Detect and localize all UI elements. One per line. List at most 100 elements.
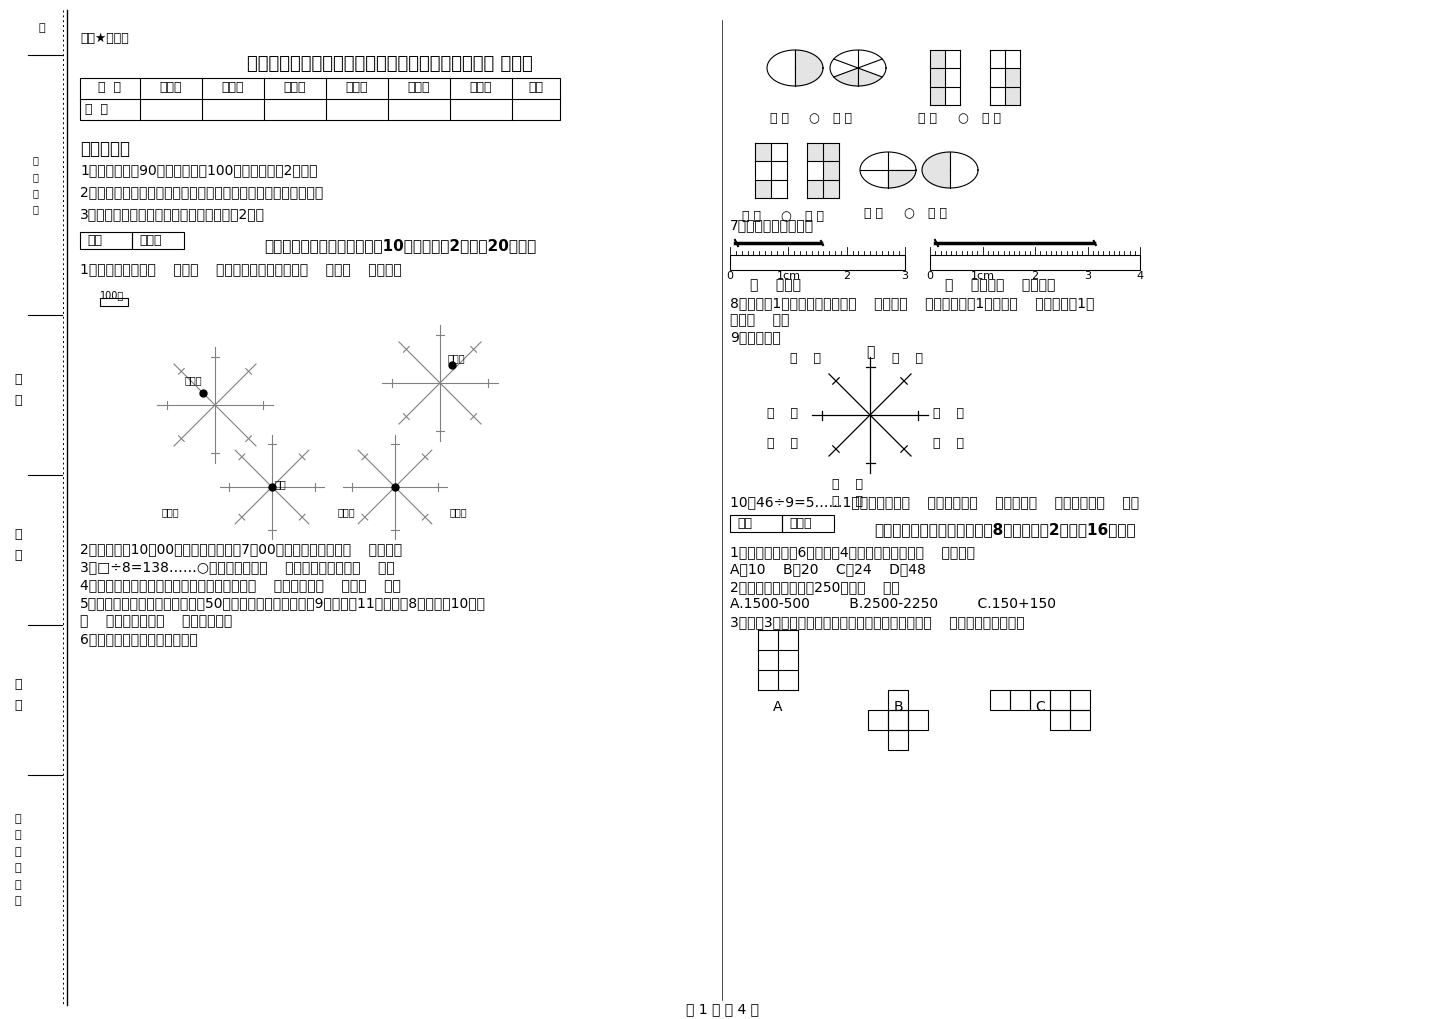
Text: 综合题: 综合题 <box>407 81 431 94</box>
Text: ○: ○ <box>808 112 819 125</box>
Text: 1cm: 1cm <box>971 271 994 281</box>
Text: 5、体育老师对第一小组同学进行50米跑测试，成绩如下小红9秒，小丽11秒，小明8秒，小军10秒。: 5、体育老师对第一小组同学进行50米跑测试，成绩如下小红9秒，小丽11秒，小明8… <box>79 596 486 610</box>
Text: 9、填一填。: 9、填一填。 <box>730 330 780 344</box>
Text: ○: ○ <box>903 207 913 220</box>
Text: 一、用心思考，正确填空（共10小题，每题2分，共20分）。: 一、用心思考，正确填空（共10小题，每题2分，共20分）。 <box>264 238 536 253</box>
Bar <box>806 143 824 161</box>
Bar <box>754 179 772 198</box>
Text: 得分: 得分 <box>737 517 751 530</box>
Text: 小明家: 小明家 <box>338 507 355 517</box>
Text: 姓
名: 姓 名 <box>14 373 22 407</box>
Text: 评卷人: 评卷人 <box>789 517 812 530</box>
Text: 评卷人: 评卷人 <box>139 234 162 247</box>
Text: 3、不要在试卷上乱写乱画，卷面不整洁扣2分。: 3、不要在试卷上乱写乱画，卷面不整洁扣2分。 <box>79 207 264 221</box>
Text: 2、下面的结果刚好是250的是（    ）。: 2、下面的结果刚好是250的是（ ）。 <box>730 580 900 594</box>
Text: 1cm: 1cm <box>776 271 801 281</box>
Polygon shape <box>858 68 883 86</box>
Bar <box>824 179 840 198</box>
Text: 0: 0 <box>727 271 734 281</box>
Text: 计算题: 计算题 <box>345 81 368 94</box>
Bar <box>907 710 928 730</box>
Text: 小明家: 小明家 <box>448 353 465 363</box>
Text: （ ）: （ ） <box>983 112 1001 125</box>
Text: 6、看图写分数，并比较大小。: 6、看图写分数，并比较大小。 <box>79 632 198 646</box>
Text: 题: 题 <box>39 23 45 33</box>
Text: （ ）: （ ） <box>770 112 789 125</box>
Bar <box>824 161 840 179</box>
Text: 学
校: 学 校 <box>14 678 22 712</box>
Text: 3、下列3个图形中，每个小正方形都一样大，那么（    ）图形的周长最长。: 3、下列3个图形中，每个小正方形都一样大，那么（ ）图形的周长最长。 <box>730 615 1025 629</box>
Text: A.1500-500         B.2500-2250         C.150+150: A.1500-500 B.2500-2250 C.150+150 <box>730 597 1056 611</box>
Text: 3: 3 <box>902 271 909 281</box>
Bar <box>990 690 1010 710</box>
Text: 小红家: 小红家 <box>162 507 179 517</box>
Bar <box>754 143 772 161</box>
Text: ○: ○ <box>780 210 790 223</box>
Text: （    ）: （ ） <box>933 437 964 450</box>
Bar <box>806 179 824 198</box>
Text: A: A <box>773 700 783 714</box>
Polygon shape <box>922 152 949 187</box>
Text: （ ）: （ ） <box>918 112 936 125</box>
Bar <box>1010 690 1030 710</box>
Text: 10、46÷9=5……1中，被除数是（    ），除数是（    ），商是（    ），余数是（    ）。: 10、46÷9=5……1中，被除数是（ ），除数是（ ），商是（ ），余数是（ … <box>730 495 1139 510</box>
Text: 1、小红家在学校（    ）方（    ）米处；小明家在学校（    ）方（    ）米处。: 1、小红家在学校（ ）方（ ）米处；小明家在学校（ ）方（ ）米处。 <box>79 262 402 276</box>
Text: 选择题: 选择题 <box>221 81 244 94</box>
Text: 3: 3 <box>1084 271 1091 281</box>
Text: （    ）: （ ） <box>790 352 821 365</box>
Text: 100米: 100米 <box>100 290 124 300</box>
Text: 7、量出钉子的长度。: 7、量出钉子的长度。 <box>730 218 814 232</box>
Text: （    ）: （ ） <box>933 407 964 420</box>
Text: （    ）: （ ） <box>767 437 798 450</box>
Text: （ ）: （ ） <box>864 207 883 220</box>
Text: 小红家: 小红家 <box>185 375 202 385</box>
Text: 得  分: 得 分 <box>85 103 108 116</box>
Text: 得分: 得分 <box>87 234 103 247</box>
Text: 2、请首先按要求在试卷的指定位置填写您的姓名、班级、学号。: 2、请首先按要求在试卷的指定位置填写您的姓名、班级、学号。 <box>79 185 324 199</box>
Text: （    ）: （ ） <box>832 478 863 491</box>
Bar <box>1051 690 1069 710</box>
Text: 1、一个长方形长6厘米，宽4厘米，它的周长是（    ）厘米。: 1、一个长方形长6厘米，宽4厘米，它的周长是（ ）厘米。 <box>730 545 975 559</box>
Bar <box>730 255 905 270</box>
Text: 3、□÷8=138……○，余数最大填（    ），这时被除数是（    ）。: 3、□÷8=138……○，余数最大填（ ），这时被除数是（ ）。 <box>79 560 394 574</box>
Text: 绝密★启用前: 绝密★启用前 <box>79 32 129 45</box>
Text: （    ）: （ ） <box>832 495 863 508</box>
Text: 乡
镇
（
街
道
）: 乡 镇 （ 街 道 ） <box>14 814 22 906</box>
Text: 4: 4 <box>1136 271 1143 281</box>
Text: ○: ○ <box>957 112 968 125</box>
Text: 2: 2 <box>1032 271 1039 281</box>
Bar <box>889 690 907 710</box>
Text: （ ）: （ ） <box>928 207 946 220</box>
Text: 小朋家: 小朋家 <box>449 507 468 517</box>
Polygon shape <box>795 50 824 86</box>
Text: 题  号: 题 号 <box>98 81 121 94</box>
Text: （ ）: （ ） <box>805 210 824 223</box>
Text: 第 1 页 共 4 页: 第 1 页 共 4 页 <box>685 1002 759 1016</box>
Text: 二、反复比较，慎重选择（共8小题，每题2分，共16分）。: 二、反复比较，慎重选择（共8小题，每题2分，共16分）。 <box>874 522 1136 537</box>
Bar <box>868 710 889 730</box>
Text: 8、分针走1小格，秒针正好走（    ），是（    ）秒，分针走1大格是（    ），时针走1大: 8、分针走1小格，秒针正好走（ ），是（ ）秒，分针走1大格是（ ），时针走1大 <box>730 296 1094 310</box>
Text: 安徽省重点小学三年级数学下学期全真模拟考试试卷 含答案: 安徽省重点小学三年级数学下学期全真模拟考试试卷 含答案 <box>247 55 533 73</box>
Text: 填空题: 填空题 <box>160 81 182 94</box>
Text: B: B <box>893 700 903 714</box>
Bar <box>931 255 1140 270</box>
Bar <box>79 78 561 120</box>
Polygon shape <box>889 170 916 187</box>
Bar <box>1006 87 1020 105</box>
Text: 格是（    ）。: 格是（ ）。 <box>730 313 789 327</box>
Text: （    ）跑得最快，（    ）跑得最慢。: （ ）跑得最快，（ ）跑得最慢。 <box>79 614 233 628</box>
Bar <box>1051 710 1069 730</box>
Bar <box>1030 690 1051 710</box>
Text: 应用题: 应用题 <box>470 81 493 94</box>
Bar <box>889 730 907 750</box>
Bar <box>1069 710 1090 730</box>
Bar <box>824 143 840 161</box>
Text: （    ）毫米: （ ）毫米 <box>750 278 801 292</box>
Text: 判断题: 判断题 <box>283 81 306 94</box>
Text: 班
级: 班 级 <box>14 528 22 562</box>
Bar <box>931 68 945 87</box>
Bar <box>1069 690 1090 710</box>
Text: 北: 北 <box>866 345 874 359</box>
Text: 学校: 学校 <box>275 479 286 489</box>
Text: 考试须知：: 考试须知： <box>79 140 130 158</box>
